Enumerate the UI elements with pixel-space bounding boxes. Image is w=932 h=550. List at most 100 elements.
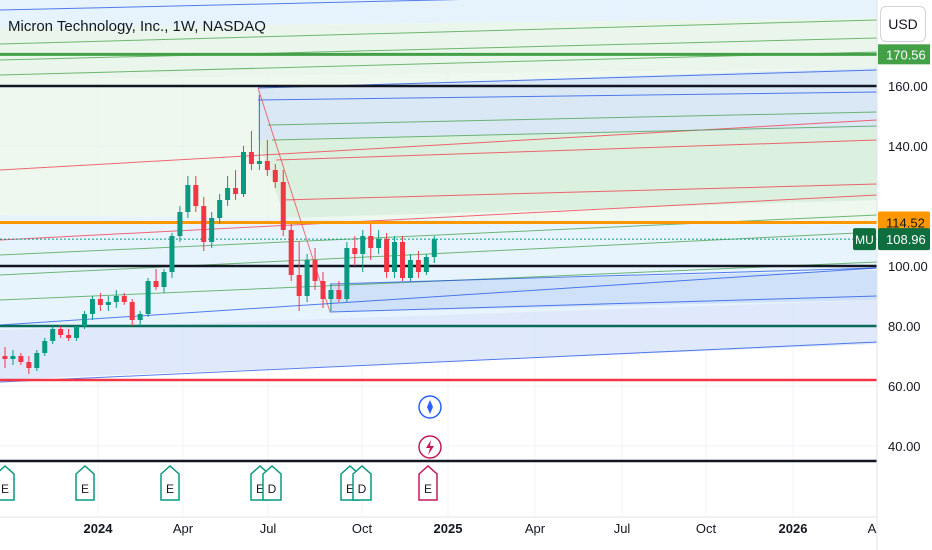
channel-line — [281, 183, 877, 201]
channel-line — [329, 267, 877, 285]
candle — [129, 299, 135, 326]
candle-body — [50, 329, 56, 341]
candle — [113, 290, 119, 308]
currency-button[interactable]: USD — [880, 6, 926, 42]
price-label-bg — [878, 44, 930, 65]
candle-body — [241, 152, 246, 194]
ticker-badge-text: MU — [855, 233, 874, 247]
x-tick-label: Apr — [525, 521, 546, 536]
candle — [312, 248, 318, 290]
y-tick-label: 100.00 — [888, 259, 928, 274]
candle-body — [336, 290, 342, 299]
dividend-icon — [262, 464, 282, 501]
candle-body — [193, 185, 199, 206]
candle-body — [209, 218, 215, 242]
candle-body — [344, 248, 350, 299]
x-tick-label: Jul — [260, 521, 277, 536]
candle — [384, 233, 390, 278]
candle — [368, 224, 374, 260]
candle — [97, 293, 103, 311]
event-label: D — [268, 482, 277, 496]
candle — [169, 233, 175, 278]
candle-body — [384, 239, 390, 272]
candle-body — [18, 356, 24, 362]
x-tick-label: Oct — [696, 521, 717, 536]
channel-line — [271, 125, 877, 141]
y-tick-label: 80.00 — [888, 319, 921, 334]
candle-body — [360, 236, 366, 254]
candle-body — [400, 242, 405, 278]
price-label-bg — [878, 228, 930, 251]
x-tick-label: 2024 — [84, 521, 114, 536]
channel-fill — [0, 300, 877, 380]
candle-body — [320, 281, 326, 299]
candle — [121, 293, 127, 305]
candle — [89, 296, 95, 320]
price-label-text: 114.52 — [886, 215, 925, 230]
candle — [161, 269, 167, 293]
candle — [177, 206, 183, 242]
candle — [34, 350, 40, 371]
ideas-icon-glyph — [427, 400, 433, 414]
lightning-icon — [418, 435, 442, 459]
candle — [153, 269, 159, 290]
candle-body — [58, 329, 64, 335]
candle — [248, 131, 254, 170]
candle — [82, 311, 87, 329]
x-tick-label: 2025 — [434, 521, 463, 536]
ideas-icon — [418, 395, 442, 419]
candle — [18, 353, 24, 365]
candle — [360, 230, 366, 272]
x-tick-label: 2026 — [779, 521, 808, 536]
price-label: 114.52 — [878, 211, 930, 234]
lightning-icon-glyph — [426, 440, 434, 455]
candle — [376, 230, 382, 254]
candle — [74, 326, 80, 341]
price-label-text: 170.56 — [886, 47, 926, 62]
candle — [423, 254, 429, 275]
candle-body — [89, 299, 95, 314]
candle-body — [169, 236, 175, 272]
candle — [328, 284, 334, 311]
channel-line — [267, 111, 877, 126]
event-marker: E — [0, 464, 15, 501]
x-tick-label: Apr — [173, 521, 194, 536]
candle-body — [423, 257, 429, 272]
channel-line — [0, 267, 877, 326]
candle — [392, 236, 398, 278]
candle-body — [415, 260, 421, 272]
channel-line — [0, 0, 461, 11]
x-tick-label: Oct — [352, 521, 373, 536]
channel-line — [0, 37, 877, 61]
fib-fill — [258, 128, 877, 218]
chart-title: Micron Technology, Inc., 1W, NASDAQ — [8, 18, 266, 35]
candle — [137, 311, 143, 326]
candle — [58, 326, 64, 338]
candle — [320, 272, 326, 308]
candle-body — [264, 161, 270, 170]
dividend-icon — [75, 464, 95, 501]
channel-line — [0, 194, 877, 241]
candle-body — [34, 353, 40, 368]
candle-body — [407, 260, 413, 278]
channel-line — [0, 19, 877, 45]
candle-body — [105, 302, 111, 305]
candle — [201, 197, 207, 251]
candle — [42, 338, 48, 356]
candle — [145, 278, 151, 317]
channel-line — [0, 51, 877, 76]
candle — [344, 242, 350, 302]
price-label: 170.56 — [878, 44, 930, 65]
candle-body — [368, 236, 374, 248]
candle — [336, 281, 342, 302]
channel-line — [257, 91, 877, 101]
candle — [185, 176, 191, 218]
y-tick-label: 40.00 — [888, 439, 921, 454]
candle — [264, 140, 270, 176]
candle — [352, 236, 358, 266]
candle — [26, 356, 32, 374]
candle-body — [177, 212, 183, 236]
